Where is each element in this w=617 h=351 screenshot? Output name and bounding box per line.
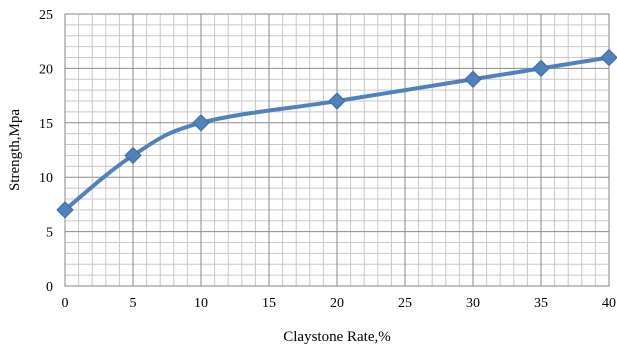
y-tick-label: 25 <box>39 8 53 23</box>
x-tick-label: 35 <box>534 296 548 311</box>
plot-area-frame <box>64 13 610 287</box>
data-point-marker <box>328 92 346 110</box>
x-tick-label: 5 <box>130 296 137 311</box>
x-tick-label: 40 <box>602 296 616 311</box>
y-tick-label: 5 <box>46 226 53 241</box>
x-tick-label: 15 <box>262 296 276 311</box>
x-axis-tick-labels: 0 5 10 15 20 25 30 35 40 <box>62 296 617 311</box>
x-tick-label: 30 <box>466 296 480 311</box>
data-point-marker <box>532 59 550 78</box>
y-axis-tick-labels: 0 5 10 15 20 25 <box>39 8 53 295</box>
data-point-marker <box>124 146 142 165</box>
data-point-marker <box>600 48 617 67</box>
data-point-marker <box>56 201 74 219</box>
series-markers <box>56 48 617 219</box>
y-tick-label: 20 <box>39 62 53 77</box>
x-tick-label: 0 <box>62 296 69 311</box>
x-tick-label: 25 <box>398 296 412 311</box>
y-axis-label: Strength,Mpa <box>7 109 23 191</box>
data-point-marker <box>464 70 482 88</box>
y-tick-label: 10 <box>39 171 53 186</box>
x-tick-label: 20 <box>330 296 344 311</box>
y-tick-label: 0 <box>46 280 53 295</box>
y-tick-label: 15 <box>39 117 53 132</box>
data-point-marker <box>192 114 210 132</box>
x-axis-label: Claystone Rate,% <box>283 329 390 345</box>
x-tick-label: 10 <box>194 296 208 311</box>
